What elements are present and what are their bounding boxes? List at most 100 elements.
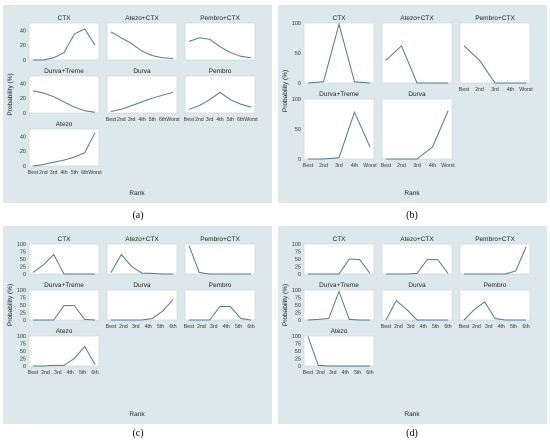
subplot-area	[303, 22, 375, 84]
series-line	[308, 258, 371, 275]
series-line	[189, 306, 252, 321]
y-tick-label: 50	[295, 51, 301, 57]
subplot-title: Atezo+CTX	[125, 15, 159, 22]
y-axis-label: Probability (%)	[7, 284, 14, 326]
x-tick-label: 4th	[138, 117, 145, 123]
y-tick-label: 0	[298, 318, 301, 324]
x-tick-label: 4th	[507, 87, 514, 93]
y-tick-label: 20	[20, 43, 26, 49]
x-tick-label: Best	[184, 324, 195, 330]
y-tick-label: 0	[23, 272, 26, 278]
subplot-title: CTX	[58, 15, 72, 22]
y-tick-label: 50	[295, 257, 301, 263]
x-tick-label: 4th	[145, 324, 152, 330]
x-tick-label: 4th	[420, 324, 427, 330]
series-line	[33, 345, 96, 367]
x-tick-label: 3rd	[206, 117, 214, 123]
subplot-title: Atezo+CTX	[400, 15, 434, 22]
y-tick-label: 0	[23, 364, 26, 370]
y-tick-label: 75	[295, 250, 301, 256]
y-axis-label: Probability (%)	[282, 70, 289, 112]
x-tick-label: 5th	[432, 324, 439, 330]
x-tick-label: 4th	[429, 163, 436, 169]
subplot-area	[28, 289, 100, 321]
y-tick-label: 50	[295, 349, 301, 355]
x-tick-label: 3rd	[54, 370, 62, 376]
subplot-title: Durva+Treme	[44, 282, 84, 289]
subplot-area	[303, 98, 375, 160]
caption-c: (c)	[132, 428, 144, 439]
chart-a-svg: CTX 0 20 40 Atezo+CTX Pembro+CTX Durva+Treme 0 2…	[7, 15, 258, 197]
x-tick-label: Best	[28, 170, 39, 176]
x-tick-label: 2nd	[397, 163, 406, 169]
y-tick-label: 75	[20, 250, 26, 256]
y-tick-label: 20	[20, 96, 26, 102]
subplot-title: CTX	[333, 236, 347, 243]
y-axis-label: Probability (%)	[7, 73, 14, 115]
subplot-title: Atezo	[56, 121, 73, 128]
series-line	[32, 90, 96, 113]
x-tick-label: 3rd	[335, 163, 343, 169]
series-line	[110, 31, 174, 59]
x-tick-label: 6th	[81, 170, 88, 176]
x-tick-label: 2nd	[319, 163, 328, 169]
series-line	[463, 301, 526, 321]
y-tick-label: 100	[292, 334, 301, 340]
y-tick-label: 0	[298, 157, 301, 163]
subplot-title: Pembro+CTX	[200, 15, 240, 22]
series-line	[188, 91, 252, 110]
x-tick-label: Best	[303, 370, 314, 376]
x-tick-label: 4th	[498, 324, 505, 330]
x-tick-label: 2nd	[472, 324, 481, 330]
y-tick-label: 100	[17, 334, 26, 340]
y-tick-label: 0	[298, 364, 301, 370]
subplot-title: Atezo+CTX	[125, 236, 159, 243]
subplot-title: Durva	[408, 282, 426, 289]
series-line	[464, 246, 527, 275]
y-tick-label: 25	[20, 265, 26, 271]
x-tick-label: Best	[459, 324, 470, 330]
subplot-area	[303, 289, 375, 321]
x-tick-label: 6th	[522, 324, 529, 330]
y-tick-label: 100	[292, 242, 301, 248]
x-tick-label: Best	[106, 324, 117, 330]
subplot-area	[184, 289, 256, 321]
x-tick-label: 5th	[354, 370, 361, 376]
x-tick-label: 4th	[216, 117, 223, 123]
y-tick-label: 0	[298, 272, 301, 278]
x-tick-label: 4th	[342, 370, 349, 376]
x-tick-label: 2nd	[316, 370, 325, 376]
y-tick-label: 50	[20, 349, 26, 355]
subplot-area	[28, 75, 100, 114]
x-tick-label: 3rd	[132, 324, 140, 330]
x-tick-label: 2nd	[39, 170, 48, 176]
y-tick-label: 40	[20, 81, 26, 87]
x-tick-label: 2nd	[197, 324, 206, 330]
x-tick-label: 2nd	[195, 117, 204, 123]
x-tick-label: 4th	[67, 370, 74, 376]
x-tick-label: 2nd	[41, 370, 50, 376]
x-tick-label: 3rd	[407, 324, 415, 330]
subplot-title: Durva+Treme	[319, 282, 359, 289]
x-axis-label: Rank	[404, 411, 420, 418]
x-tick-label: 3rd	[485, 324, 493, 330]
y-tick-label: 100	[292, 288, 301, 294]
series-line	[33, 305, 96, 321]
x-tick-label: 6th	[91, 370, 98, 376]
x-tick-label: 4th	[60, 170, 67, 176]
x-tick-label: Best	[184, 117, 195, 123]
subplot-area	[381, 243, 453, 275]
y-tick-label: 50	[295, 303, 301, 309]
x-tick-label: 3rd	[210, 324, 218, 330]
series-line	[307, 336, 370, 367]
series-line	[308, 110, 371, 160]
y-tick-label: 40	[20, 134, 26, 140]
x-tick-label: Worst	[166, 117, 180, 123]
y-tick-label: 25	[295, 357, 301, 363]
subplot-area	[28, 22, 100, 61]
y-tick-label: 0	[298, 81, 301, 87]
x-tick-label: 3rd	[491, 87, 499, 93]
subplot-area	[381, 98, 453, 160]
